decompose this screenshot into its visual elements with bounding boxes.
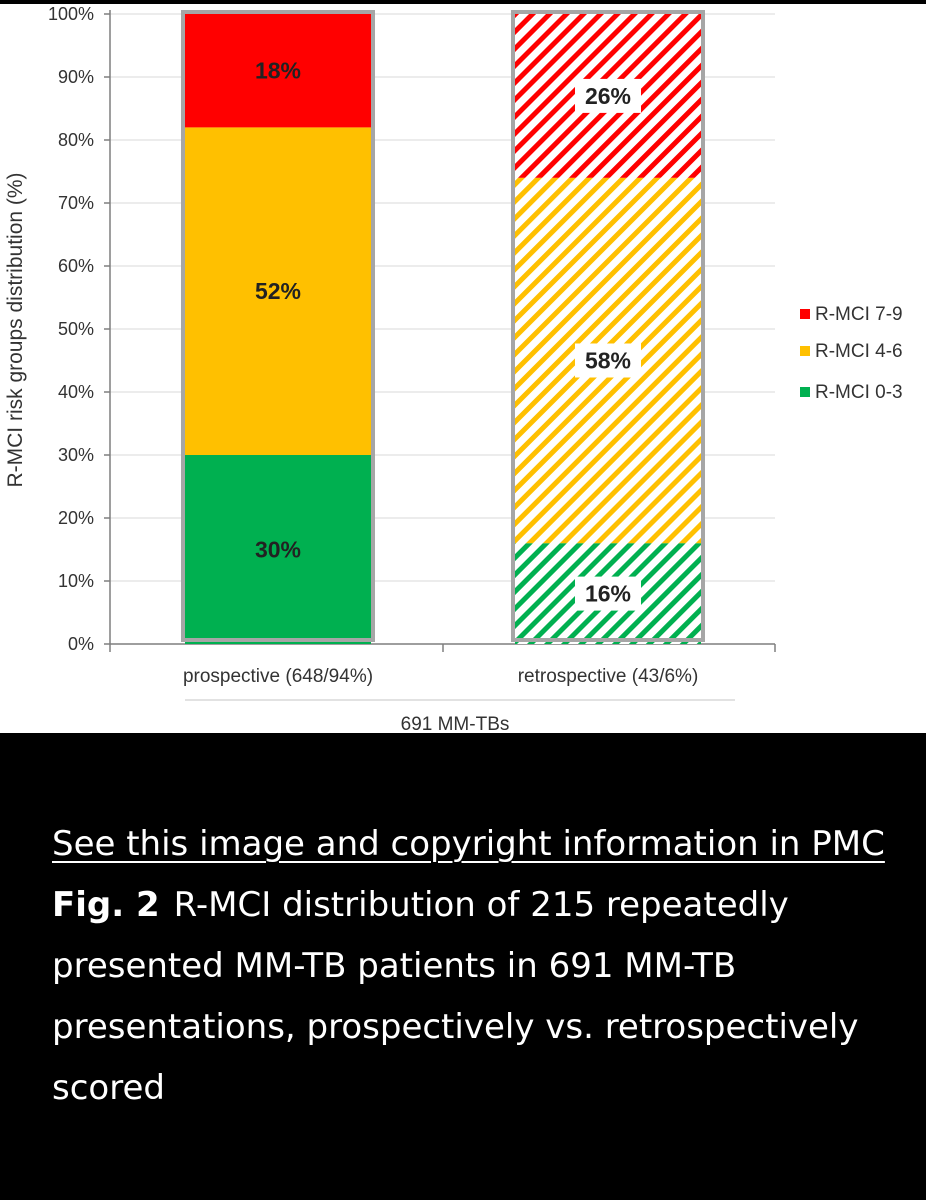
figure-label: Fig. 2 bbox=[52, 885, 160, 925]
bar-segment-r-mci-7-9 bbox=[185, 14, 371, 128]
legend-swatch bbox=[800, 346, 810, 356]
y-tick-label: 0% bbox=[68, 634, 94, 654]
data-label-bg bbox=[575, 78, 641, 113]
data-label: 26% bbox=[585, 83, 631, 109]
bar-segment-r-mci-4-6 bbox=[185, 127, 371, 456]
data-label: 58% bbox=[585, 348, 631, 374]
x-category-label: prospective (648/94%) bbox=[183, 666, 373, 687]
legend-label: R-MCI 4-6 bbox=[815, 341, 903, 362]
y-tick-label: 50% bbox=[58, 319, 94, 339]
y-tick-label: 100% bbox=[48, 4, 94, 24]
y-tick-label: 80% bbox=[58, 130, 94, 150]
bar-outline bbox=[181, 10, 375, 642]
figure-caption: See this image and copyright information… bbox=[52, 822, 902, 1119]
data-label: 18% bbox=[255, 58, 301, 84]
figure-image: 0% 10% 20% 30% 40% 50% 60% 70% 80% 90% 100% 691 MM-… bbox=[0, 0, 926, 733]
y-tick-label: 30% bbox=[58, 445, 94, 465]
y-tick-label: 10% bbox=[58, 571, 94, 591]
data-label-bg bbox=[575, 576, 641, 611]
stacked-bar-chart: 0% 10% 20% 30% 40% 50% 60% 70% 80% 90% 100% 691 MM-… bbox=[4, 4, 903, 733]
y-tick-label: 60% bbox=[58, 256, 94, 276]
top-edge-bar bbox=[0, 0, 926, 4]
figure-description: Fig. 2 R-MCI distribution of 215 repeated… bbox=[52, 875, 902, 1119]
legend-label: R-MCI 7-9 bbox=[815, 304, 903, 325]
data-label: 30% bbox=[255, 537, 301, 563]
y-tick-label: 90% bbox=[58, 67, 94, 87]
legend-swatch bbox=[800, 387, 810, 397]
data-label: 52% bbox=[255, 278, 301, 304]
legend-swatch bbox=[800, 309, 810, 319]
x-group-label: 691 MM-TBs bbox=[401, 714, 510, 733]
y-tick-label: 20% bbox=[58, 508, 94, 528]
x-category-label: retrospective (43/6%) bbox=[518, 666, 699, 687]
y-axis-title: R-MCI risk groups distribution (%) bbox=[4, 172, 27, 487]
data-label-bg bbox=[575, 343, 641, 378]
y-tick-label: 70% bbox=[58, 193, 94, 213]
data-label: 16% bbox=[585, 581, 631, 607]
legend-label: R-MCI 0-3 bbox=[815, 382, 903, 403]
figure-description-text: R-MCI distribution of 215 repeatedly pre… bbox=[52, 885, 859, 1108]
pmc-copyright-link[interactable]: See this image and copyright information… bbox=[52, 824, 885, 864]
bar-outline bbox=[511, 10, 705, 642]
y-tick-label: 40% bbox=[58, 382, 94, 402]
bar-segment-r-mci-0-3 bbox=[185, 455, 371, 644]
